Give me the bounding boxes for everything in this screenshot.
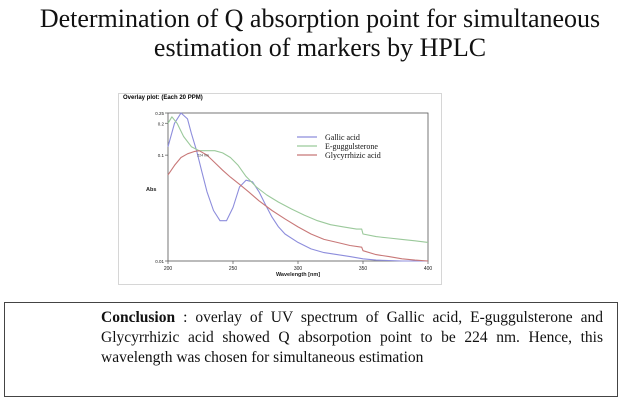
slide-title-line-2: estimation of markers by HPLC (153, 33, 487, 62)
x-tick-label: 350 (359, 266, 368, 272)
legend-entry-label: Glycyrrhizic acid (325, 151, 381, 160)
y-tick-label: 0.01 (155, 259, 164, 264)
x-tick-label: 400 (424, 266, 433, 272)
y-axis-label: Abs (146, 187, 156, 193)
plot-area-frame (167, 112, 429, 262)
slide-title-line-1: Determination of Q absorption point for … (39, 4, 601, 33)
series-line-gallic-acid (167, 112, 428, 262)
annotation-label: 224 nm (197, 154, 209, 158)
series-line-glycyrrhizic-acid (167, 150, 429, 262)
slide-title: Determination of Q absorption point for … (0, 4, 640, 62)
series-line-e-guggulsterone (167, 116, 429, 243)
conclusion-label: Conclusion (101, 309, 176, 326)
y-tick-label: 0.2 (158, 121, 165, 126)
x-tick-label: 300 (294, 266, 303, 272)
figure-frame (118, 93, 442, 285)
y-tick-label: 0.1 (158, 153, 165, 158)
x-tick-label: 250 (229, 266, 238, 272)
x-axis-label: Wavelength [nm] (276, 272, 320, 278)
plot-caption: Overlay plot: (Each 20 PPM) (123, 95, 203, 101)
y-tick-label: 0.25 (155, 111, 164, 116)
legend-entry-label: Gallic acid (325, 133, 360, 142)
conclusion-text: : overlay of UV spectrum of Gallic acid,… (101, 309, 603, 366)
x-tick-label: 200 (164, 266, 173, 272)
legend-entry-label: E-guggulsterone (325, 142, 378, 151)
conclusion-box: Conclusion : overlay of UV spectrum of G… (4, 302, 618, 397)
